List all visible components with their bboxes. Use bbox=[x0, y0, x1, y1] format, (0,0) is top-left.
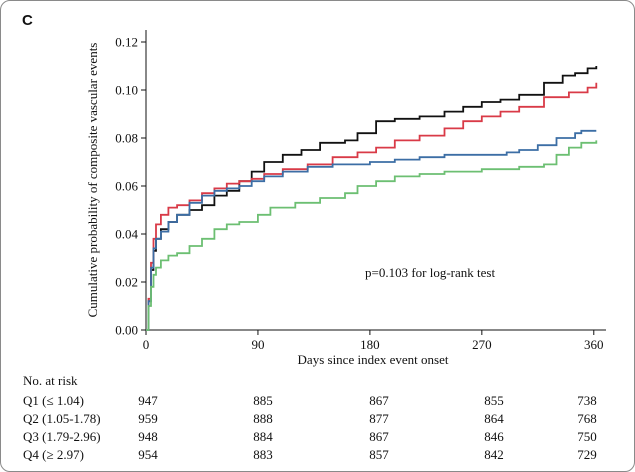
risk-cell: 855 bbox=[484, 393, 504, 408]
y-ticks: 0.00 0.02 0.04 0.06 0.08 0.10 0.12 bbox=[115, 35, 146, 338]
y-tick-label-2: 0.04 bbox=[115, 227, 138, 242]
y-tick-label-4: 0.08 bbox=[115, 131, 138, 146]
x-tick-label-1: 90 bbox=[251, 337, 264, 352]
x-tick-label-4: 360 bbox=[584, 337, 604, 352]
risk-cell: 954 bbox=[138, 447, 158, 462]
y-tick-label-6: 0.12 bbox=[115, 35, 138, 50]
risk-cell: 738 bbox=[577, 393, 597, 408]
risk-cell: 947 bbox=[138, 393, 158, 408]
km-chart: 0.00 0.02 0.04 0.06 0.08 0.10 0.12 0 90 180 270 36… bbox=[85, 30, 606, 367]
risk-cell: 846 bbox=[484, 429, 504, 444]
risk-cell: 842 bbox=[484, 447, 504, 462]
x-tick-label-3: 270 bbox=[472, 337, 492, 352]
series-line-2 bbox=[146, 82, 598, 331]
series-line-4 bbox=[146, 140, 598, 331]
x-axis-label: Days since index event onset bbox=[298, 352, 449, 367]
risk-cell: 885 bbox=[253, 393, 273, 408]
risk-row: Q3 (1.79-2.96) 948 884 867 846 750 bbox=[0, 429, 635, 447]
risk-cell: 857 bbox=[369, 447, 389, 462]
risk-cell: 750 bbox=[577, 429, 597, 444]
risk-row: Q1 (≤ 1.04) 947 885 867 855 738 bbox=[0, 393, 635, 411]
risk-table-title: No. at risk bbox=[23, 373, 78, 388]
risk-cell: 959 bbox=[138, 411, 158, 426]
risk-cell: 867 bbox=[369, 393, 389, 408]
risk-cell: 884 bbox=[253, 429, 273, 444]
y-tick-label-3: 0.06 bbox=[115, 179, 138, 194]
risk-row-label: Q4 (≥ 2.97) bbox=[23, 447, 84, 462]
risk-cell: 888 bbox=[253, 411, 273, 426]
x-tick-label-0: 0 bbox=[143, 337, 150, 352]
panel-label: C bbox=[22, 12, 33, 29]
risk-cell: 768 bbox=[577, 411, 597, 426]
risk-cell: 864 bbox=[484, 411, 504, 426]
y-axis-label: Cumulative probability of composite vasc… bbox=[85, 43, 100, 318]
axes bbox=[145, 30, 606, 331]
x-ticks: 0 90 180 270 360 bbox=[143, 330, 604, 352]
curves bbox=[146, 66, 598, 331]
x-tick-label-2: 180 bbox=[360, 337, 380, 352]
risk-row-label: Q2 (1.05-1.78) bbox=[23, 411, 101, 426]
pvalue-annotation: p=0.103 for log-rank test bbox=[365, 265, 495, 280]
risk-row: Q2 (1.05-1.78) 959 888 877 864 768 bbox=[0, 411, 635, 429]
risk-row-label: Q1 (≤ 1.04) bbox=[23, 393, 84, 408]
risk-cell: 729 bbox=[577, 447, 597, 462]
risk-cell: 867 bbox=[369, 429, 389, 444]
y-tick-label-1: 0.02 bbox=[115, 275, 138, 290]
risk-cell: 883 bbox=[253, 447, 273, 462]
risk-row-label: Q3 (1.79-2.96) bbox=[23, 429, 101, 444]
series-line-3 bbox=[146, 129, 597, 331]
y-tick-label-5: 0.10 bbox=[115, 83, 138, 98]
risk-cell: 948 bbox=[138, 429, 158, 444]
risk-cell: 877 bbox=[369, 411, 389, 426]
series-line-1 bbox=[146, 66, 598, 331]
risk-row: Q4 (≥ 2.97) 954 883 857 842 729 bbox=[0, 447, 635, 465]
y-tick-label-0: 0.00 bbox=[115, 323, 138, 338]
